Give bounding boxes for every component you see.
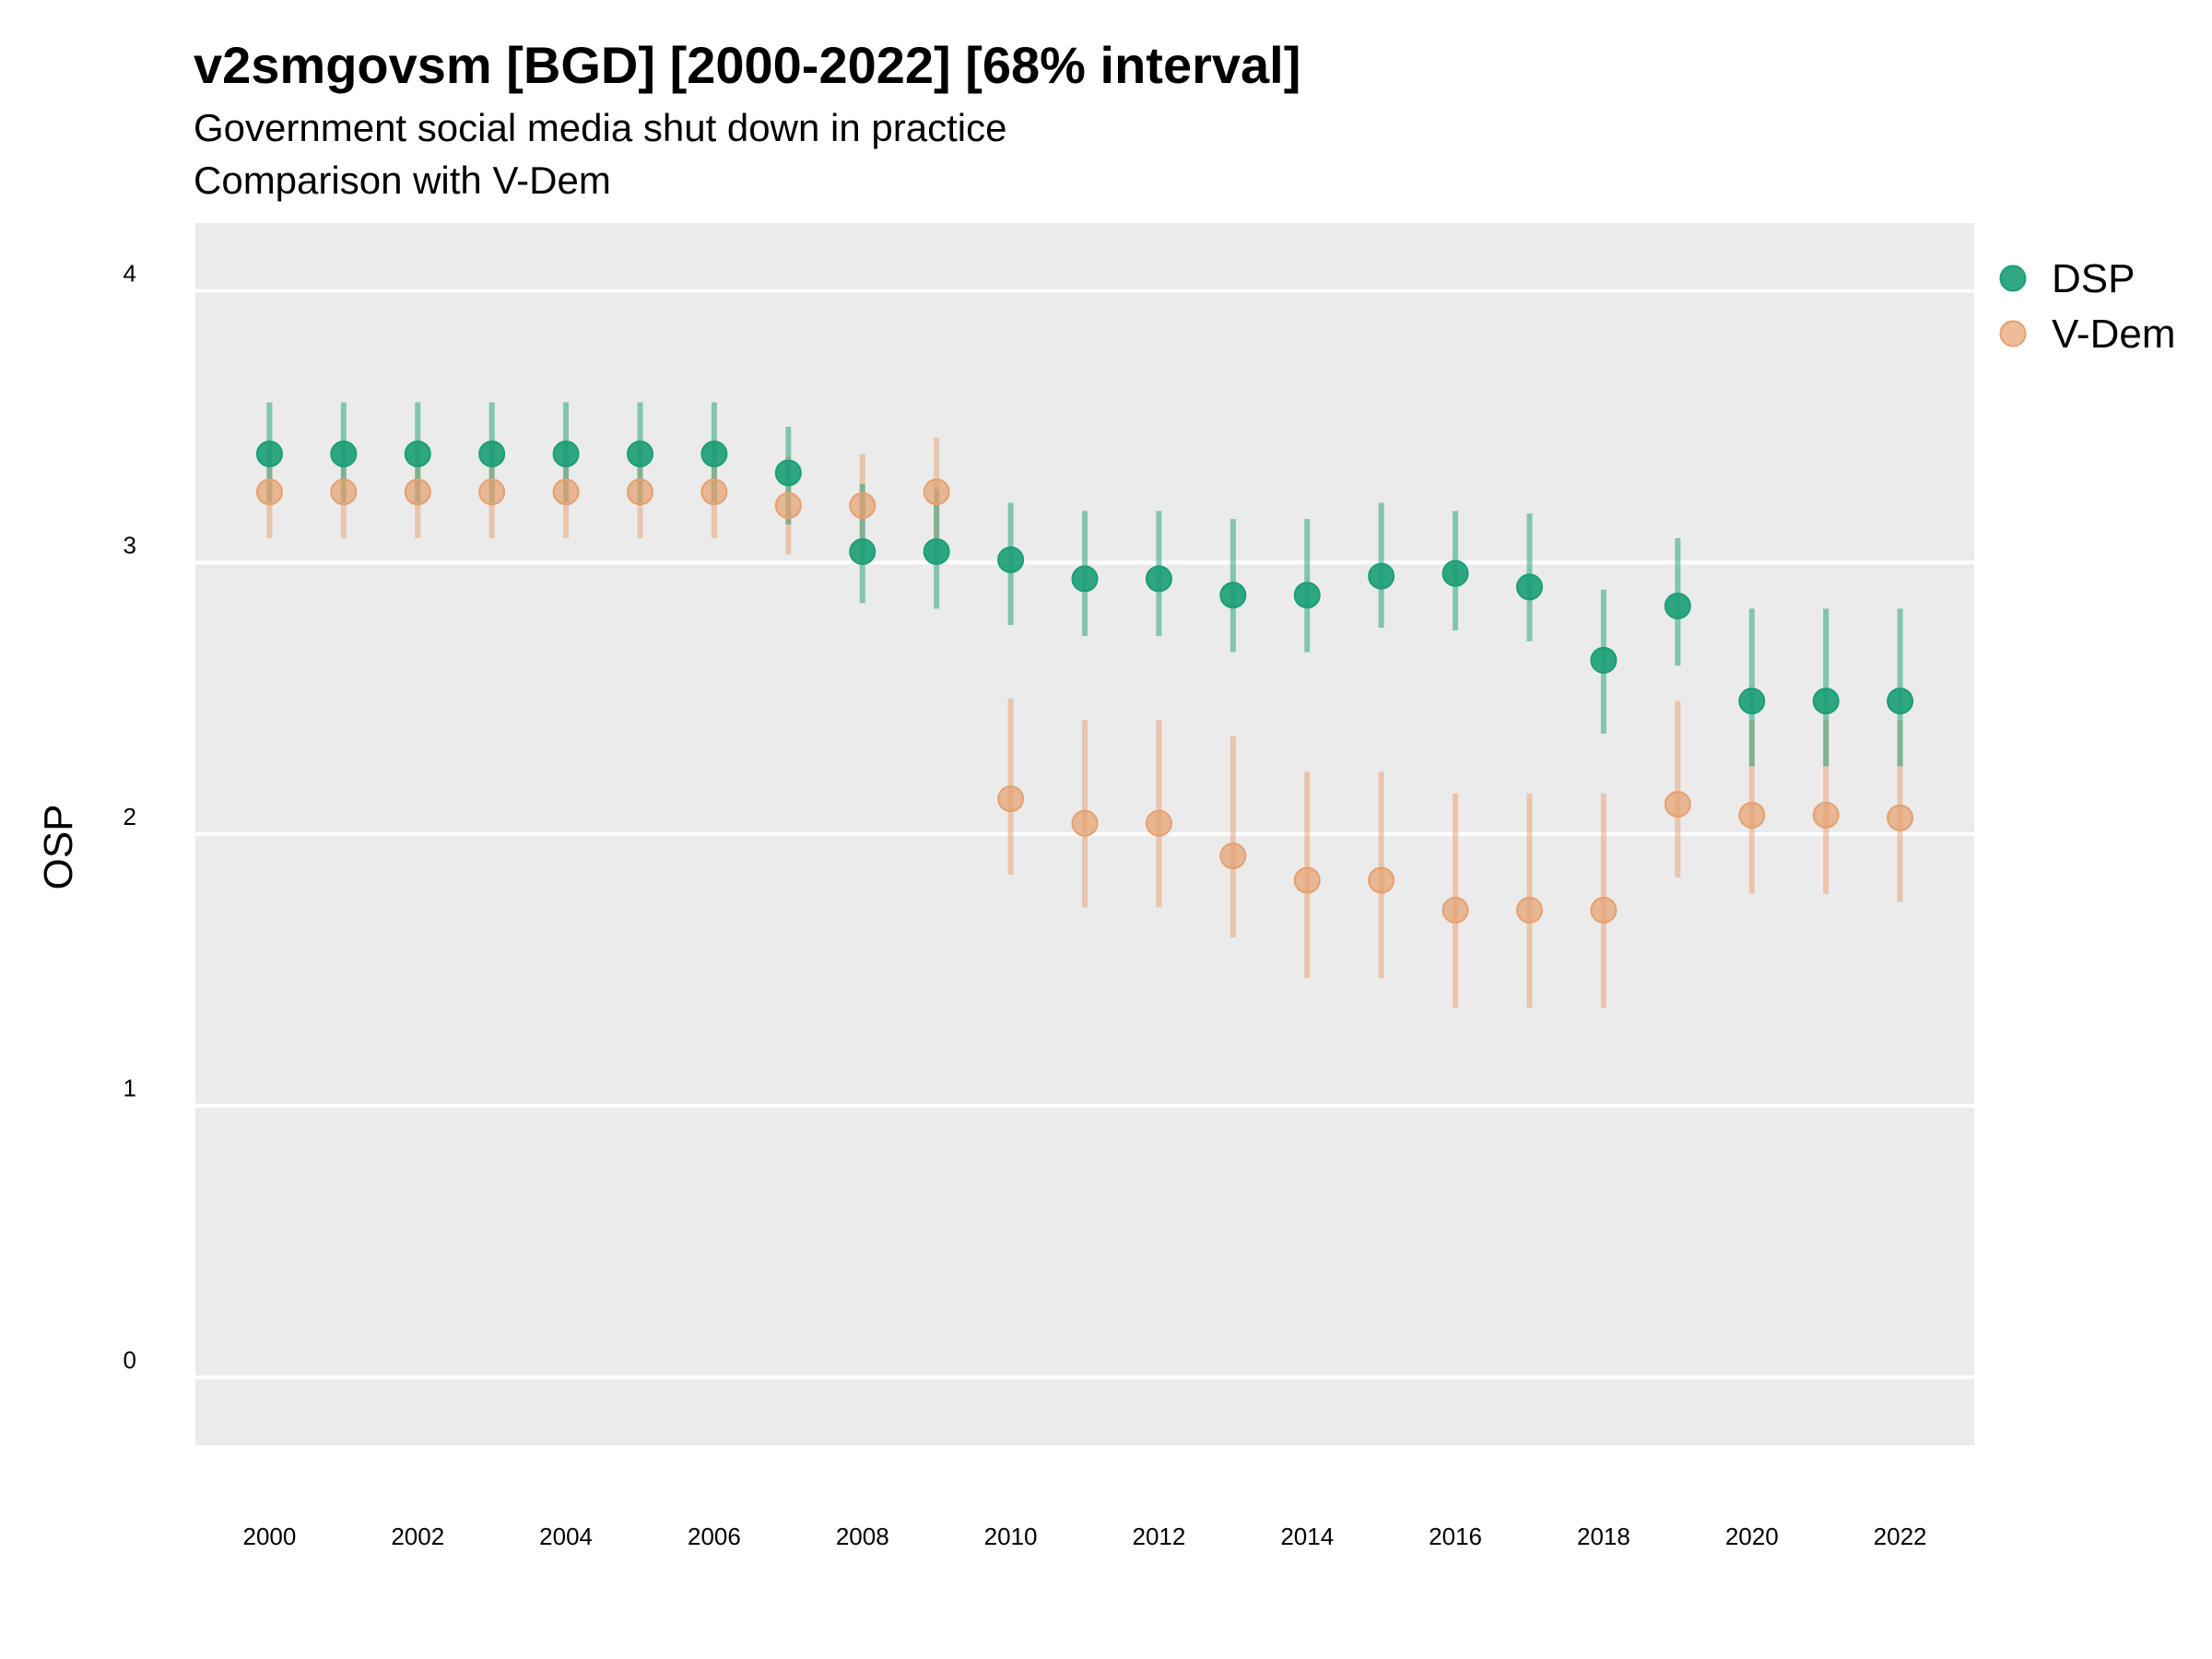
point-dsp-2003 — [478, 440, 506, 467]
point-v-dem-2006 — [700, 478, 728, 506]
x-tick-label-2016: 2016 — [1429, 1523, 1482, 1550]
point-v-dem-2021 — [1812, 801, 1840, 829]
x-tick-label-2018: 2018 — [1577, 1523, 1630, 1550]
y-tick-label-4: 4 — [124, 260, 136, 288]
point-dsp-2009 — [923, 538, 950, 566]
point-v-dem-2017 — [1516, 897, 1543, 924]
x-tick-label-2010: 2010 — [984, 1523, 1038, 1550]
chart-subtitle-line2: Comparison with V-Dem — [194, 159, 611, 202]
point-dsp-2005 — [627, 440, 653, 467]
point-v-dem-2022 — [1887, 804, 1914, 831]
point-dsp-2017 — [1516, 573, 1543, 601]
point-v-dem-2010 — [997, 785, 1025, 813]
point-v-dem-2018 — [1590, 897, 1618, 924]
point-v-dem-2007 — [774, 491, 802, 519]
x-tick-label-2008: 2008 — [836, 1523, 889, 1550]
x-tick-label-2006: 2006 — [688, 1523, 741, 1550]
point-dsp-2001 — [330, 440, 358, 467]
point-dsp-2007 — [774, 459, 802, 487]
point-v-dem-2011 — [1071, 809, 1099, 837]
point-v-dem-2004 — [552, 478, 580, 506]
point-v-dem-2002 — [404, 478, 431, 506]
point-dsp-2008 — [849, 538, 877, 566]
y-tick-label-0: 0 — [124, 1346, 136, 1373]
legend-label-dsp: DSP — [2052, 256, 2135, 301]
legend-key-dsp — [1999, 265, 2027, 292]
x-tick-label-2000: 2000 — [242, 1523, 296, 1550]
point-v-dem-2001 — [330, 478, 358, 506]
point-v-dem-2020 — [1738, 801, 1766, 829]
legend-label-v-dem: V-Dem — [2052, 312, 2175, 357]
point-v-dem-2005 — [627, 478, 653, 506]
y-axis-title: OSP — [36, 805, 81, 890]
y-tick-label-3: 3 — [124, 531, 136, 559]
point-dsp-2022 — [1887, 688, 1914, 715]
x-tick-label-2004: 2004 — [539, 1523, 593, 1550]
point-v-dem-2016 — [1441, 897, 1469, 924]
x-tick-label-2020: 2020 — [1725, 1523, 1779, 1550]
chart-title: v2smgovsm [BGD] [2000-2022] [68% interva… — [194, 36, 1301, 94]
x-tick-label-2014: 2014 — [1280, 1523, 1334, 1550]
legend-key-v-dem — [1999, 320, 2027, 347]
point-dsp-2021 — [1812, 688, 1840, 715]
point-dsp-2016 — [1441, 559, 1469, 587]
x-tick-label-2022: 2022 — [1874, 1523, 1927, 1550]
point-dsp-2019 — [1664, 592, 1691, 619]
point-dsp-2020 — [1738, 688, 1766, 715]
point-dsp-2011 — [1071, 565, 1099, 593]
point-dsp-2004 — [552, 440, 580, 467]
point-dsp-2012 — [1145, 565, 1172, 593]
point-v-dem-2019 — [1664, 791, 1691, 818]
point-dsp-2018 — [1590, 646, 1618, 674]
x-tick-label-2002: 2002 — [391, 1523, 444, 1550]
point-v-dem-2015 — [1368, 866, 1395, 894]
x-tick-label-2012: 2012 — [1132, 1523, 1185, 1550]
point-v-dem-2013 — [1219, 842, 1247, 870]
point-v-dem-2003 — [478, 478, 506, 506]
point-v-dem-2014 — [1293, 866, 1321, 894]
y-tick-label-1: 1 — [124, 1075, 136, 1102]
point-v-dem-2000 — [255, 478, 283, 506]
point-dsp-2013 — [1219, 582, 1247, 609]
point-dsp-2010 — [997, 546, 1025, 573]
y-tick-label-2: 2 — [124, 803, 136, 830]
chart-subtitle-line1: Government social media shut down in pra… — [194, 106, 1007, 149]
point-dsp-2014 — [1293, 582, 1321, 609]
point-v-dem-2008 — [849, 491, 877, 519]
point-v-dem-2012 — [1145, 809, 1172, 837]
point-dsp-2002 — [404, 440, 431, 467]
point-v-dem-2009 — [923, 478, 950, 506]
point-dsp-2015 — [1368, 562, 1395, 590]
point-dsp-2000 — [255, 440, 283, 467]
point-dsp-2006 — [700, 440, 728, 467]
